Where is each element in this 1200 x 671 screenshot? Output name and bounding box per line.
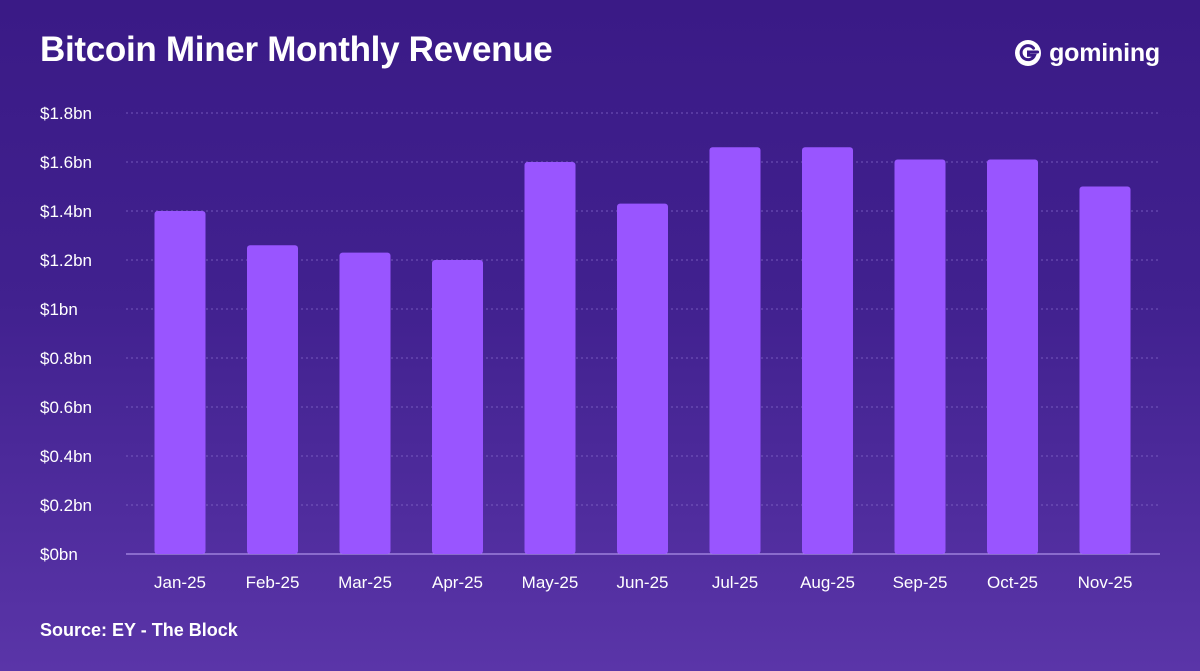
brand-logo: gomining	[1013, 38, 1160, 68]
bar-may-25	[524, 162, 576, 554]
x-tick-label: Jun-25	[617, 573, 669, 592]
gomining-logo-icon	[1015, 40, 1042, 66]
y-tick-label: $1.4bn	[40, 202, 92, 221]
x-axis-labels: Jan-25 Feb-25 Mar-25 Apr-25 May-25 Jun-25 Jul-…	[154, 573, 1132, 592]
y-tick-label: $0.2bn	[40, 496, 92, 515]
y-tick-label: $1.2bn	[40, 251, 92, 270]
bar-jul-25	[709, 147, 761, 555]
y-tick-label: $0.4bn	[40, 447, 92, 466]
bar-nov-25	[1079, 186, 1131, 554]
y-tick-label: $0bn	[40, 545, 78, 564]
bar-feb-25	[247, 245, 298, 555]
x-tick-label: Oct-25	[987, 573, 1038, 592]
y-tick-label: $1bn	[40, 300, 78, 319]
x-tick-label: Sep-25	[893, 573, 948, 592]
bar-apr-25	[432, 260, 483, 554]
x-tick-label: Mar-25	[338, 573, 392, 592]
x-tick-label: Feb-25	[246, 573, 300, 592]
x-tick-label: Apr-25	[432, 573, 483, 592]
y-axis-ticks: $0bn $0.2bn $0.4bn $0.6bn $0.8bn $1bn $1.2bn $1…	[40, 104, 92, 564]
bar-sep-25	[894, 159, 946, 555]
brand-name: gomining	[1049, 38, 1160, 67]
bars	[154, 147, 1131, 555]
chart-title: Bitcoin Miner Monthly Revenue	[40, 30, 553, 69]
y-tick-label: $0.8bn	[40, 349, 92, 368]
x-tick-label: Jul-25	[712, 573, 758, 592]
bar-aug-25	[802, 147, 853, 555]
x-tick-label: Nov-25	[1078, 573, 1133, 592]
x-tick-label: Jan-25	[154, 573, 206, 592]
bar-mar-25	[339, 252, 391, 554]
x-tick-label: Aug-25	[800, 573, 855, 592]
bar-jun-25	[617, 203, 668, 554]
y-tick-label: $1.6bn	[40, 153, 92, 172]
x-tick-label: May-25	[522, 573, 579, 592]
y-tick-label: $0.6bn	[40, 398, 92, 417]
bar-jan-25	[154, 211, 206, 554]
source-note: Source: EY - The Block	[40, 620, 238, 640]
y-tick-label: $1.8bn	[40, 104, 92, 123]
bar-oct-25	[987, 159, 1038, 555]
